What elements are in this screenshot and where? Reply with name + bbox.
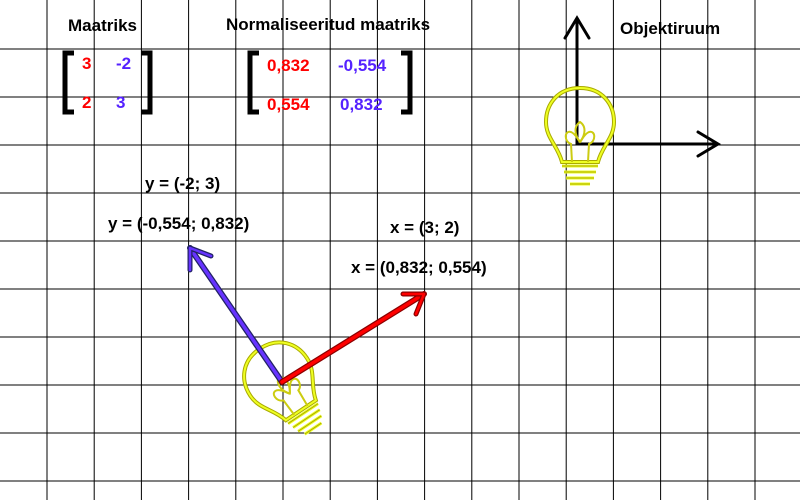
x-vector-label: x = (3; 2) [390,218,459,237]
matrix-cell-r1c1: 3 [82,54,91,73]
normalized-cell-r1c1: 0,832 [267,56,310,75]
rotated-lightbulb-icon [229,327,344,450]
y-vector-label: y = (-2; 3) [145,174,220,193]
object-lightbulb-icon [544,86,616,186]
matrix-cell-r2c2: 3 [116,93,125,112]
normalized-cell-r2c1: 0,554 [267,95,310,114]
matrix-title: Maatriks [68,16,137,35]
normalized-cell-r1c2: -0,554 [338,56,387,75]
y-axis-arrow [187,245,285,385]
normalized-matrix-title: Normaliseeritud maatriks [226,15,430,34]
x-axis-arrow [279,291,427,385]
object-space-title: Objektiruum [620,19,720,38]
y-normalized-label: y = (-0,554; 0,832) [108,214,249,233]
matrix-brackets [62,50,153,115]
normalized-cell-r2c2: 0,832 [340,95,383,114]
x-normalized-label: x = (0,832; 0,554) [351,258,487,277]
matrix-cell-r2c1: 2 [82,93,91,112]
normalized-matrix-brackets [247,50,413,115]
matrix-cell-r1c2: -2 [116,54,131,73]
